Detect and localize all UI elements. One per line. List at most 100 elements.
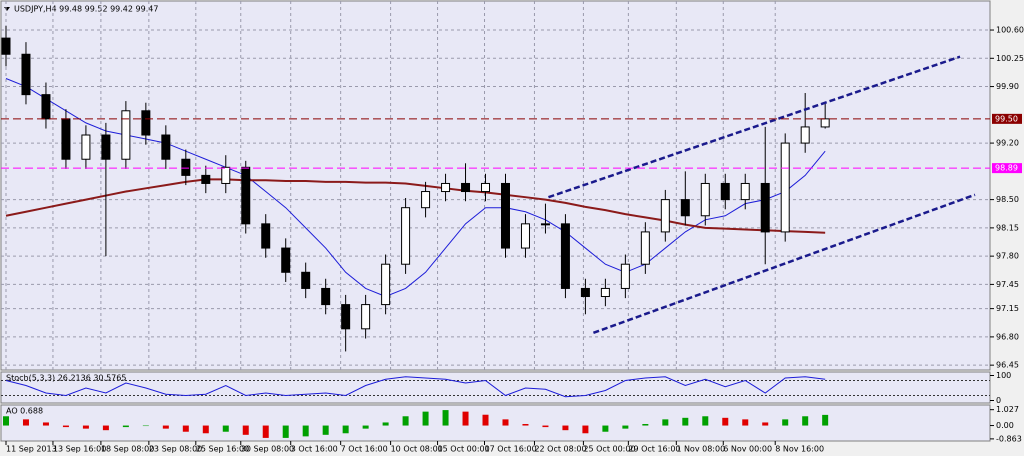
y-tick-label: -0.863: [996, 434, 1022, 443]
ao-bar: [542, 425, 549, 428]
candle-body: [461, 182, 471, 193]
candle-body: [580, 287, 590, 298]
ao-bar: [242, 425, 249, 435]
candle-body: [261, 223, 271, 249]
ao-bar: [62, 425, 69, 428]
candle-body: [161, 134, 171, 160]
ao-bar: [82, 425, 89, 429]
price-tag: [992, 163, 1022, 174]
candle-body: [620, 263, 630, 289]
candle-body: [820, 118, 830, 128]
x-tick-label: 7 Oct 16:00: [341, 445, 388, 454]
trend-line: [592, 193, 976, 335]
candle-body: [21, 53, 31, 96]
x-tick-label: 13 Sep 16:00: [53, 445, 106, 454]
candle-body: [441, 182, 451, 193]
ao-bar: [282, 425, 289, 438]
ao-bar: [442, 410, 449, 426]
y-tick-label: 100.25: [996, 54, 1024, 63]
ao-bar: [322, 425, 329, 435]
y-tick-label: 97.80: [996, 252, 1019, 261]
candle-body: [660, 199, 670, 233]
ao-bar: [342, 425, 349, 434]
price-tag-label: 99.50: [995, 114, 1018, 123]
ao-bar: [362, 425, 369, 429]
y-tick-label: 0: [996, 396, 1001, 405]
y-tick-label: 97.15: [996, 304, 1019, 313]
ao-bar: [102, 425, 109, 431]
candle-body: [101, 134, 111, 160]
ao-bar: [422, 411, 429, 426]
candle-body: [500, 182, 510, 249]
candle-body: [520, 223, 530, 249]
chart-title: USDJPY,H4 99.48 99.52 99.42 99.47: [14, 5, 158, 14]
candle-body: [680, 199, 690, 217]
ao-bar: [142, 425, 149, 427]
candle-body: [221, 166, 231, 184]
x-tick-label: 3 Oct 16:00: [291, 445, 338, 454]
y-tick-label: 98.15: [996, 223, 1019, 232]
ao-bar: [742, 419, 749, 426]
candle-body: [540, 223, 550, 226]
trend-line: [548, 55, 961, 199]
y-tick-label: 99.20: [996, 139, 1019, 148]
price-tag-label: 98.89: [995, 164, 1018, 173]
ao-bar: [802, 416, 809, 426]
candle-body: [740, 182, 750, 201]
ao-bar: [582, 425, 589, 434]
x-tick-label: 18 Sep 08:00: [101, 445, 154, 454]
x-tick-label: 6 Nov 00:00: [723, 445, 772, 454]
ao-bar: [402, 416, 409, 426]
ao-bar: [622, 425, 629, 429]
ao-bar: [762, 422, 769, 426]
candle-body: [241, 166, 251, 225]
ao-bar: [782, 419, 789, 426]
ao-bar: [122, 425, 129, 428]
ao-bar: [722, 417, 729, 426]
y-tick-label: 99.90: [996, 82, 1019, 91]
ao-bar: [302, 425, 309, 437]
candle-body: [321, 287, 331, 306]
candle-body: [481, 182, 491, 193]
candle-body: [700, 182, 710, 217]
candle-body: [800, 126, 810, 144]
ao-bar: [662, 419, 669, 426]
ao-bar: [602, 425, 609, 432]
ao-bar: [222, 425, 229, 432]
x-tick-label: 11 Sep 2013: [6, 445, 57, 454]
y-tick-label: 1.027: [996, 405, 1019, 414]
x-tick-label: 1 Nov 08:00: [676, 445, 725, 454]
ao-bar: [2, 416, 9, 426]
candle-body: [720, 182, 730, 201]
candle-body: [560, 223, 570, 289]
x-tick-label: 25 Oct 00:00: [583, 445, 635, 454]
candle-body: [181, 158, 191, 176]
price-tag: [992, 113, 1022, 124]
ao-bar: [522, 424, 529, 426]
candle-body: [361, 304, 371, 330]
x-tick-label: 8 Nov 16:00: [775, 445, 824, 454]
moving-average: [5, 178, 826, 234]
ao-bar: [202, 425, 209, 434]
ao-bar: [702, 416, 709, 426]
ao-bar: [382, 422, 389, 426]
ao-bar: [682, 417, 689, 426]
candle-body: [81, 134, 91, 160]
y-tick-label: 0.00: [996, 421, 1014, 430]
ao-bar: [562, 425, 569, 431]
ao-bar: [462, 411, 469, 426]
ao-title: AO 0.688: [6, 407, 43, 416]
x-tick-label: 25 Sep 16:00: [196, 445, 249, 454]
candle-body: [41, 94, 51, 120]
x-tick-label: 10 Oct 08:00: [391, 445, 443, 454]
candle-body: [201, 174, 211, 184]
ao-bar: [162, 425, 169, 429]
candle-body: [421, 191, 431, 209]
ao-bar: [262, 425, 269, 438]
ao-bar: [42, 422, 49, 426]
candle-body: [121, 110, 131, 160]
candle-body: [381, 263, 391, 306]
candle-body: [780, 142, 790, 233]
x-tick-label: 29 Oct 16:00: [628, 445, 680, 454]
